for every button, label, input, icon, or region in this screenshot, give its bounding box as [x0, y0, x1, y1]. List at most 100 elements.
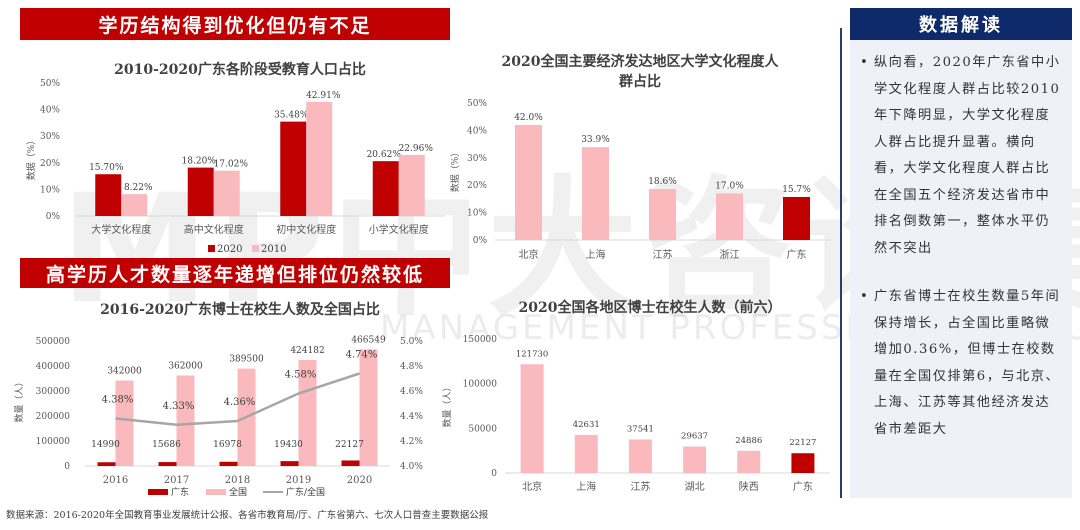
svg-text:40%: 40% [40, 106, 60, 116]
svg-text:10%: 10% [40, 185, 60, 195]
svg-text:0: 0 [491, 469, 497, 479]
insight-text-1: 纵向看，2020年广东省中小学文化程度人群占比较2010年下降明显，大学文化程度… [874, 55, 1061, 256]
panel-header: 数据解读 [850, 8, 1072, 40]
chart2-title-line1: 2020全国主要经济发达地区大学文化程度人 [501, 54, 779, 70]
svg-text:19430: 19430 [274, 440, 303, 450]
svg-text:150000: 150000 [463, 335, 498, 345]
insight-bullet-2: • 广东省博士在校生数量5年间保持增长，占全国比重略微增加0.36%，但博士在校… [860, 284, 1062, 443]
svg-text:18.20%: 18.20% [182, 157, 217, 167]
svg-text:15.7%: 15.7% [782, 185, 811, 195]
svg-text:2020: 2020 [217, 244, 242, 255]
svg-text:5.0%: 5.0% [400, 337, 423, 347]
svg-text:200000: 200000 [36, 412, 71, 422]
svg-text:0%: 0% [473, 236, 488, 246]
svg-text:0%: 0% [46, 212, 61, 222]
svg-text:小学文化程度: 小学文化程度 [369, 223, 429, 236]
svg-text:广东: 广东 [171, 486, 189, 498]
svg-text:数据（%）: 数据（%） [450, 148, 461, 193]
svg-text:4.74%: 4.74% [346, 350, 378, 361]
chart2-title: 2020全国主要经济发达地区大学文化程度人 群占比 [470, 52, 810, 93]
svg-text:22127: 22127 [335, 440, 364, 450]
svg-text:0: 0 [64, 462, 70, 472]
chart3-title: 2016-2020广东博士在校生人数及全国占比 [100, 302, 380, 318]
svg-text:陕西: 陕西 [739, 480, 759, 493]
svg-text:40%: 40% [467, 126, 487, 136]
svg-text:17.0%: 17.0% [715, 181, 744, 191]
svg-text:4.33%: 4.33% [163, 401, 195, 412]
svg-text:4.2%: 4.2% [400, 437, 423, 447]
svg-text:121730: 121730 [516, 349, 548, 359]
svg-text:初中文化程度: 初中文化程度 [276, 223, 336, 236]
bullet-dot-icon: • [860, 55, 870, 70]
svg-text:50%: 50% [467, 99, 487, 109]
svg-text:24886: 24886 [735, 436, 762, 446]
svg-text:400000: 400000 [36, 362, 71, 372]
svg-text:8.22%: 8.22% [124, 183, 153, 193]
svg-text:37541: 37541 [627, 424, 654, 434]
svg-text:浙江: 浙江 [720, 249, 740, 261]
section-banner-education-structure: 学历结构得到优化但仍有不足 [20, 8, 450, 40]
svg-text:50%: 50% [40, 79, 60, 89]
svg-text:数量（人）: 数量（人） [441, 382, 453, 427]
svg-text:北京: 北京 [522, 480, 542, 493]
svg-text:全国: 全国 [229, 486, 247, 498]
svg-text:42631: 42631 [573, 420, 600, 430]
svg-text:湖北: 湖北 [685, 481, 705, 493]
svg-text:2020: 2020 [347, 475, 372, 486]
svg-text:4.4%: 4.4% [400, 412, 423, 422]
chart2-title-line2: 群占比 [619, 74, 661, 91]
svg-text:20%: 20% [467, 181, 487, 191]
svg-text:30%: 30% [467, 154, 487, 164]
svg-text:2010: 2010 [261, 244, 286, 255]
chart4-title: 2020全国各地区博士在校生人数（前六） [518, 300, 782, 316]
svg-text:2016: 2016 [103, 475, 128, 486]
svg-text:342000: 342000 [107, 367, 142, 377]
chart1-title: 2010-2020广东各阶段受教育人口占比 [114, 62, 366, 78]
svg-text:广东: 广东 [793, 480, 813, 493]
svg-text:362000: 362000 [168, 362, 203, 372]
svg-text:4.38%: 4.38% [102, 395, 134, 406]
svg-text:北京: 北京 [519, 248, 539, 261]
svg-text:22.96%: 22.96% [399, 144, 434, 154]
svg-text:35.48%: 35.48% [274, 111, 309, 121]
svg-text:上海: 上海 [576, 480, 596, 493]
svg-text:14990: 14990 [91, 440, 120, 450]
svg-text:50000: 50000 [468, 424, 497, 434]
svg-text:424182: 424182 [290, 346, 324, 356]
svg-text:广东/全国: 广东/全国 [286, 486, 325, 498]
vertical-divider [840, 28, 842, 498]
svg-text:500000: 500000 [36, 337, 71, 347]
svg-text:20%: 20% [40, 159, 60, 169]
svg-text:466549: 466549 [351, 335, 386, 345]
data-source-note: 数据来源：2016-2020年全国教育事业发展统计公报、各省市教育局/厅、广东省… [6, 510, 489, 521]
chart-education-stage-share: 数据（%） 0% 10% 20% 30% 40% 50% 15.70%8.22% 大学文化程度 1… [25, 79, 445, 255]
svg-text:15.70%: 15.70% [89, 163, 124, 173]
chart-guangdong-phd-students: 数量（人） 0 100000 200000 300000 400000 500000 4.0%… [13, 335, 423, 498]
svg-text:4.36%: 4.36% [224, 397, 256, 408]
section-banner-high-education-talent: 高学历人才数量逐年递增但排位仍然较低 [20, 258, 450, 288]
svg-text:4.8%: 4.8% [400, 362, 423, 372]
svg-text:100000: 100000 [36, 437, 71, 447]
svg-text:389500: 389500 [229, 355, 264, 365]
svg-text:30%: 30% [40, 132, 60, 142]
insight-text-2: 广东省博士在校生数量5年间保持增长，占全国比重略微增加0.36%，但博士在校数量… [874, 289, 1061, 437]
svg-text:2019: 2019 [286, 475, 311, 486]
svg-text:广东: 广东 [787, 248, 807, 261]
chart-university-share-by-region: 数据（%） 0% 10% 20% 30% 40% 50% 42.0% 北京 33.9% 上海 18.6… [450, 99, 830, 261]
svg-text:数据（%）: 数据（%） [25, 136, 37, 181]
svg-text:300000: 300000 [36, 387, 71, 397]
svg-text:33.9%: 33.9% [581, 135, 610, 145]
svg-text:高中文化程度: 高中文化程度 [184, 223, 244, 236]
svg-text:100000: 100000 [463, 380, 498, 390]
svg-text:17.02%: 17.02% [214, 160, 249, 170]
data-interpretation-panel: 数据解读 • 纵向看，2020年广东省中小学文化程度人群占比较2010年下降明显… [850, 8, 1072, 498]
svg-text:江苏: 江苏 [653, 248, 673, 261]
svg-text:22127: 22127 [789, 438, 816, 448]
svg-text:15686: 15686 [152, 440, 181, 450]
svg-text:29637: 29637 [681, 432, 708, 442]
svg-text:2017: 2017 [164, 475, 189, 486]
svg-text:上海: 上海 [586, 248, 606, 261]
svg-text:10%: 10% [467, 209, 487, 219]
svg-text:20.62%: 20.62% [367, 150, 402, 160]
svg-text:江苏: 江苏 [630, 480, 650, 493]
